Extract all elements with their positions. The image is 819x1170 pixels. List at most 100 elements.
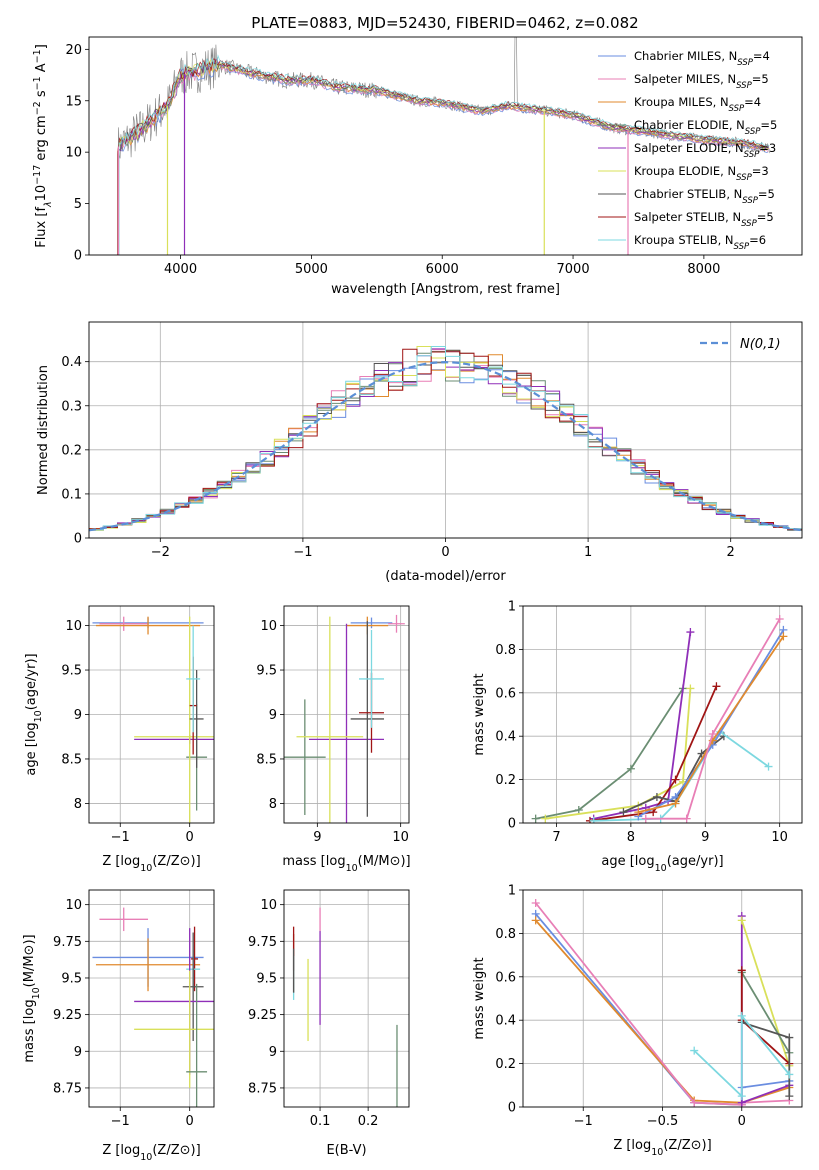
y-tick-label: 0.2 xyxy=(495,1057,516,1072)
y-axis-label-part: s xyxy=(34,90,49,101)
weight-series-line xyxy=(741,972,791,1054)
axes-frame xyxy=(88,36,803,256)
ticks: 0.1 0.2 8.75 9 9.25 9.5 9.75 10 xyxy=(248,898,378,1129)
x-axis-label-part: (M/M xyxy=(358,854,390,869)
legend-label-count: =5 xyxy=(758,187,775,201)
weight-point-marker xyxy=(589,816,598,823)
x-axis-label-part: (Z/Z xyxy=(152,854,179,869)
plot-area xyxy=(92,907,214,1107)
weight-point-marker xyxy=(737,1011,746,1020)
weight-series-line xyxy=(535,919,790,1104)
legend-label-count: =4 xyxy=(744,95,761,109)
x-axis-label-part: age [log xyxy=(601,854,654,869)
x-axis-label-part: Z [log xyxy=(613,1138,651,1153)
y-tick-label: 10 xyxy=(65,146,82,161)
plot-area xyxy=(531,615,788,823)
weight-series-line xyxy=(589,685,718,822)
y-tick-label: 9.75 xyxy=(53,935,82,950)
axes-frame xyxy=(283,889,410,1108)
ticks: 9 10 8 8.5 9 9.5 10 xyxy=(256,619,409,845)
weight-point-marker xyxy=(652,792,661,801)
weight-series-line xyxy=(638,635,785,813)
x-axis-label-part: (age/yr)] xyxy=(667,854,724,869)
x-tick-label: 0 xyxy=(186,830,194,845)
y-axis-label: Flux [fλ10−17 erg cm−2 s−1 A−1] xyxy=(32,44,54,248)
x-axis-label-part: 10 xyxy=(655,863,667,874)
weight-point-marker xyxy=(531,916,540,925)
weight-point-marker xyxy=(775,615,784,624)
ticks: −2 −1 0 1 2 0 0.1 0.2 0.3 0.4 xyxy=(61,355,735,560)
y-tick-label: 0.2 xyxy=(61,443,82,458)
y-tick-label: 10 xyxy=(260,619,277,634)
legend-label: Salpeter STELIB, NSSP=5 xyxy=(634,210,774,229)
y-tick-label: 1 xyxy=(508,600,516,615)
axes-frame xyxy=(283,605,410,824)
y-axis-label-part: (M/M xyxy=(22,955,37,987)
y-tick-label: 0.8 xyxy=(495,927,516,942)
x-axis-label: age [log10(age/yr)] xyxy=(601,854,723,874)
y-axis-label-part: (age/yr)] xyxy=(24,653,39,710)
panel-weight-vs-Z: −1 −0.5 0 0 0.2 0.4 0.6 0.8 1 Z [log10(Z/Z⊙)] mass… xyxy=(472,884,803,1158)
legend-label-sub: SSP xyxy=(745,127,761,137)
y-axis-label-part: 10 xyxy=(34,185,49,202)
panel-residuals: −2 −1 0 1 2 0 0.1 0.2 0.3 0.4 N(0,1) (data-model)/e… xyxy=(36,321,803,584)
y-tick-label: 9.5 xyxy=(61,664,82,679)
weight-point-marker xyxy=(690,1046,699,1055)
legend-label-model: Kroupa ELODIE, N xyxy=(634,164,736,178)
x-tick-label: 0 xyxy=(738,1114,746,1129)
x-axis-label-part: ⊙ xyxy=(390,854,401,869)
x-tick-label: 6000 xyxy=(426,262,459,277)
weight-point-marker xyxy=(682,814,691,823)
x-axis-label: E(B-V) xyxy=(326,1143,366,1158)
weight-point-marker xyxy=(641,814,650,823)
x-axis-label: wavelength [Angstrom, rest frame] xyxy=(331,282,560,297)
y-axis-label-part: 10 xyxy=(31,987,42,999)
x-tick-label: 8000 xyxy=(687,262,720,277)
x-axis-label-part: ⊙ xyxy=(180,854,191,869)
ticks: −1 0 8.75 9 9.25 9.5 9.75 10 xyxy=(53,898,194,1129)
normal-legend-label: N(0,1) xyxy=(740,337,781,352)
weight-series-line xyxy=(740,920,791,1067)
x-axis-label: mass [log10(M/M⊙)] xyxy=(282,854,410,874)
weight-point-marker xyxy=(690,1098,699,1107)
y-tick-label: 0 xyxy=(74,532,82,547)
y-tick-label: 10 xyxy=(65,898,82,913)
ticks: 4000 5000 6000 7000 8000 0 5 10 15 20 xyxy=(65,43,720,277)
legend-label-sub: SSP xyxy=(741,219,757,229)
legend-label-sub: SSP xyxy=(734,242,750,252)
legend-label-sub: SSP xyxy=(736,173,752,183)
y-tick-label: 20 xyxy=(65,43,82,58)
x-tick-label: 4000 xyxy=(164,262,197,277)
y-tick-label: 9.5 xyxy=(61,971,82,986)
weight-point-marker xyxy=(737,916,746,925)
y-tick-label: 9 xyxy=(74,708,82,723)
y-axis-label-part: −1 xyxy=(32,49,43,63)
panel-mass-vs-ebv: 0.1 0.2 8.75 9 9.25 9.5 9.75 10 E(B-V) xyxy=(248,889,410,1158)
x-tick-label: 2 xyxy=(727,545,735,560)
legend-label: Salpeter ELODIE, NSSP=3 xyxy=(634,141,776,160)
x-axis-label: Z [log10(Z/Z⊙)] xyxy=(102,1143,200,1163)
y-axis-label-part: erg cm xyxy=(34,115,49,164)
plot-area xyxy=(292,907,398,1107)
weight-point-marker xyxy=(634,808,643,817)
legend-label: Kroupa STELIB, NSSP=6 xyxy=(634,233,766,252)
x-tick-label: −1 xyxy=(111,830,130,845)
axes-frame xyxy=(522,605,803,824)
x-axis-label-part: 10 xyxy=(140,863,152,874)
x-axis-label-part: Z [log xyxy=(102,854,140,869)
y-tick-label: 0 xyxy=(74,249,82,264)
legend-label: Kroupa ELODIE, NSSP=3 xyxy=(634,164,769,183)
legend-label-model: Chabrier STELIB, N xyxy=(634,187,742,201)
y-tick-label: 8.75 xyxy=(248,1081,277,1096)
y-tick-label: 8.5 xyxy=(256,752,277,767)
weight-series-line xyxy=(593,631,692,820)
y-tick-label: 15 xyxy=(65,94,82,109)
axes-frame xyxy=(88,605,215,824)
x-tick-label: −1 xyxy=(293,545,312,560)
axes-frame xyxy=(522,889,803,1108)
